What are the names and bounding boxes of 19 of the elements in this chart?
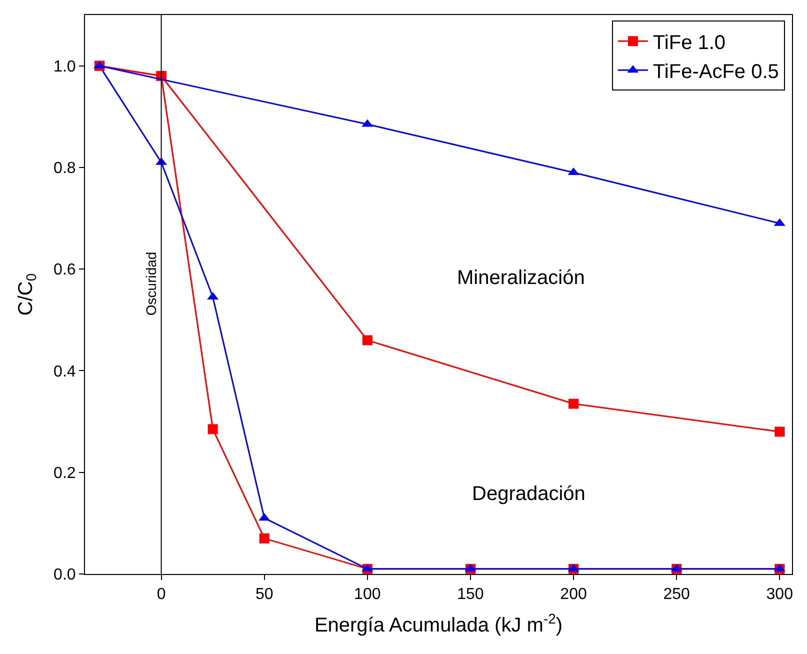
- y-tick-label: 1.0: [54, 58, 76, 76]
- y-tick-label: 0.0: [54, 566, 76, 584]
- y-tick-label: 0.8: [54, 160, 76, 178]
- x-tick-label: 250: [663, 586, 690, 604]
- annotation: Mineralización: [457, 267, 585, 289]
- x-tick-label: 50: [255, 586, 274, 604]
- ref-line-label: Oscuridad: [142, 252, 159, 316]
- y-tick-label: 0.2: [54, 464, 76, 482]
- y-tick-label: 0.4: [54, 363, 76, 380]
- x-tick-label: 300: [766, 586, 794, 604]
- x-tick-label: 100: [354, 586, 381, 604]
- x-axis-title: Energía Acumulada (kJ m$^{-2}$): [314, 610, 563, 637]
- x-tick-label: 0: [156, 586, 166, 604]
- legend-label: TiFe-AcFe 0.5: [652, 60, 779, 83]
- x-tick-label: 200: [560, 586, 587, 604]
- legend-label: TiFe 1.0: [652, 32, 726, 54]
- x-tick-label: 150: [457, 586, 484, 604]
- annotation: Degradación: [472, 483, 586, 505]
- y-tick-label: 0.6: [54, 262, 76, 279]
